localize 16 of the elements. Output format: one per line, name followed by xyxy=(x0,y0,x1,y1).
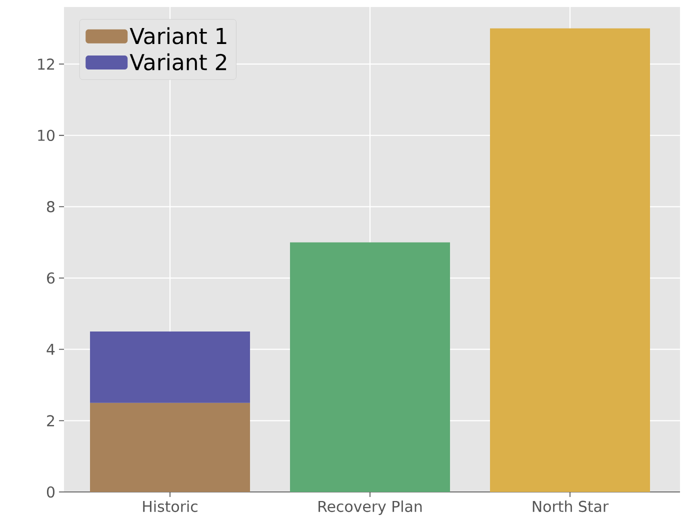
x-tick-label: North Star xyxy=(532,500,609,512)
bar xyxy=(490,28,650,492)
y-tick-label: 12 xyxy=(38,58,54,70)
y-tick-label: 8 xyxy=(46,201,54,212)
y-tick-label: 10 xyxy=(38,130,54,142)
legend-label: Variant 2 xyxy=(130,53,226,70)
bar xyxy=(90,332,250,403)
bar xyxy=(90,402,250,492)
x-tick-label: Recovery Plan xyxy=(318,500,422,515)
x-tick-label: Historic xyxy=(143,500,198,512)
bar xyxy=(290,242,450,492)
y-tick-label: 6 xyxy=(47,272,55,284)
y-tick-label: 0 xyxy=(46,486,54,498)
y-tick-label: 2 xyxy=(47,415,54,426)
y-tick-label: 4 xyxy=(46,344,55,355)
legend-label: Variant 1 xyxy=(130,27,226,44)
